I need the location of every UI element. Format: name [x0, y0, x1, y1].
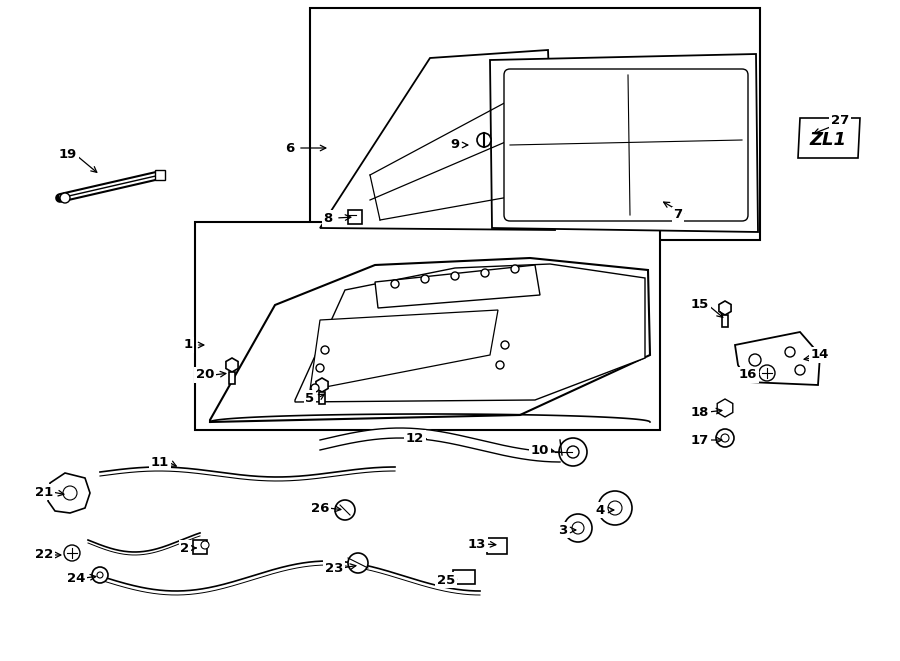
Polygon shape: [316, 378, 328, 392]
Circle shape: [335, 500, 355, 520]
Circle shape: [716, 429, 734, 447]
Bar: [310, 8, 760, 240]
Text: 16: 16: [739, 368, 757, 381]
Bar: [348, 210, 362, 224]
Text: 15: 15: [691, 299, 709, 311]
Text: 19: 19: [58, 149, 77, 161]
Text: 26: 26: [310, 502, 329, 514]
Circle shape: [311, 384, 319, 392]
Polygon shape: [490, 54, 758, 232]
Polygon shape: [48, 473, 90, 513]
Circle shape: [421, 275, 429, 283]
Circle shape: [64, 545, 80, 561]
Bar: [195, 222, 660, 430]
Text: 24: 24: [67, 572, 86, 584]
Circle shape: [598, 491, 632, 525]
Circle shape: [759, 365, 775, 381]
Text: 22: 22: [35, 549, 53, 561]
Polygon shape: [735, 332, 820, 385]
FancyBboxPatch shape: [504, 69, 748, 221]
Text: ZL1: ZL1: [809, 131, 847, 149]
Circle shape: [559, 438, 587, 466]
Circle shape: [496, 361, 504, 369]
Text: 8: 8: [323, 212, 333, 225]
Text: 14: 14: [811, 348, 829, 362]
Circle shape: [785, 347, 795, 357]
Circle shape: [201, 541, 209, 549]
Circle shape: [451, 272, 459, 280]
Bar: [155, 170, 165, 180]
Circle shape: [97, 572, 103, 578]
Circle shape: [795, 365, 805, 375]
Text: 25: 25: [436, 574, 455, 586]
Bar: [193, 540, 207, 554]
Polygon shape: [375, 265, 540, 308]
Text: 12: 12: [406, 432, 424, 444]
Polygon shape: [226, 358, 239, 372]
Text: 18: 18: [691, 405, 709, 418]
Circle shape: [721, 434, 729, 442]
Text: 7: 7: [673, 208, 682, 221]
Polygon shape: [310, 310, 498, 390]
Text: 21: 21: [35, 485, 53, 498]
Circle shape: [572, 522, 584, 534]
Text: 20: 20: [196, 368, 214, 381]
Bar: [230, 372, 235, 384]
Text: 17: 17: [691, 434, 709, 446]
Circle shape: [564, 514, 592, 542]
Circle shape: [321, 346, 329, 354]
Circle shape: [391, 280, 399, 288]
Polygon shape: [719, 301, 731, 315]
Bar: [722, 315, 728, 327]
Text: 27: 27: [831, 114, 849, 126]
Circle shape: [481, 269, 489, 277]
Polygon shape: [295, 264, 645, 402]
Bar: [320, 392, 325, 404]
Text: 10: 10: [531, 444, 549, 457]
Text: 5: 5: [305, 391, 315, 405]
Polygon shape: [210, 258, 650, 422]
Text: 6: 6: [285, 141, 294, 155]
Polygon shape: [717, 399, 733, 417]
Text: 2: 2: [180, 541, 190, 555]
Text: 9: 9: [450, 139, 460, 151]
Circle shape: [92, 567, 108, 583]
Circle shape: [316, 364, 324, 372]
Text: 1: 1: [184, 338, 193, 352]
Circle shape: [60, 193, 70, 203]
Text: 23: 23: [325, 561, 343, 574]
Bar: [453, 570, 475, 584]
Circle shape: [477, 133, 491, 147]
Text: 11: 11: [151, 455, 169, 469]
Polygon shape: [320, 50, 555, 230]
Circle shape: [608, 501, 622, 515]
Text: 4: 4: [596, 504, 605, 516]
Circle shape: [511, 265, 519, 273]
Circle shape: [348, 553, 368, 573]
Text: 13: 13: [468, 537, 486, 551]
Bar: [487, 538, 507, 554]
Circle shape: [749, 354, 761, 366]
Polygon shape: [798, 118, 860, 158]
Circle shape: [567, 446, 579, 458]
Circle shape: [501, 341, 509, 349]
Circle shape: [63, 486, 77, 500]
Text: 3: 3: [558, 524, 568, 537]
